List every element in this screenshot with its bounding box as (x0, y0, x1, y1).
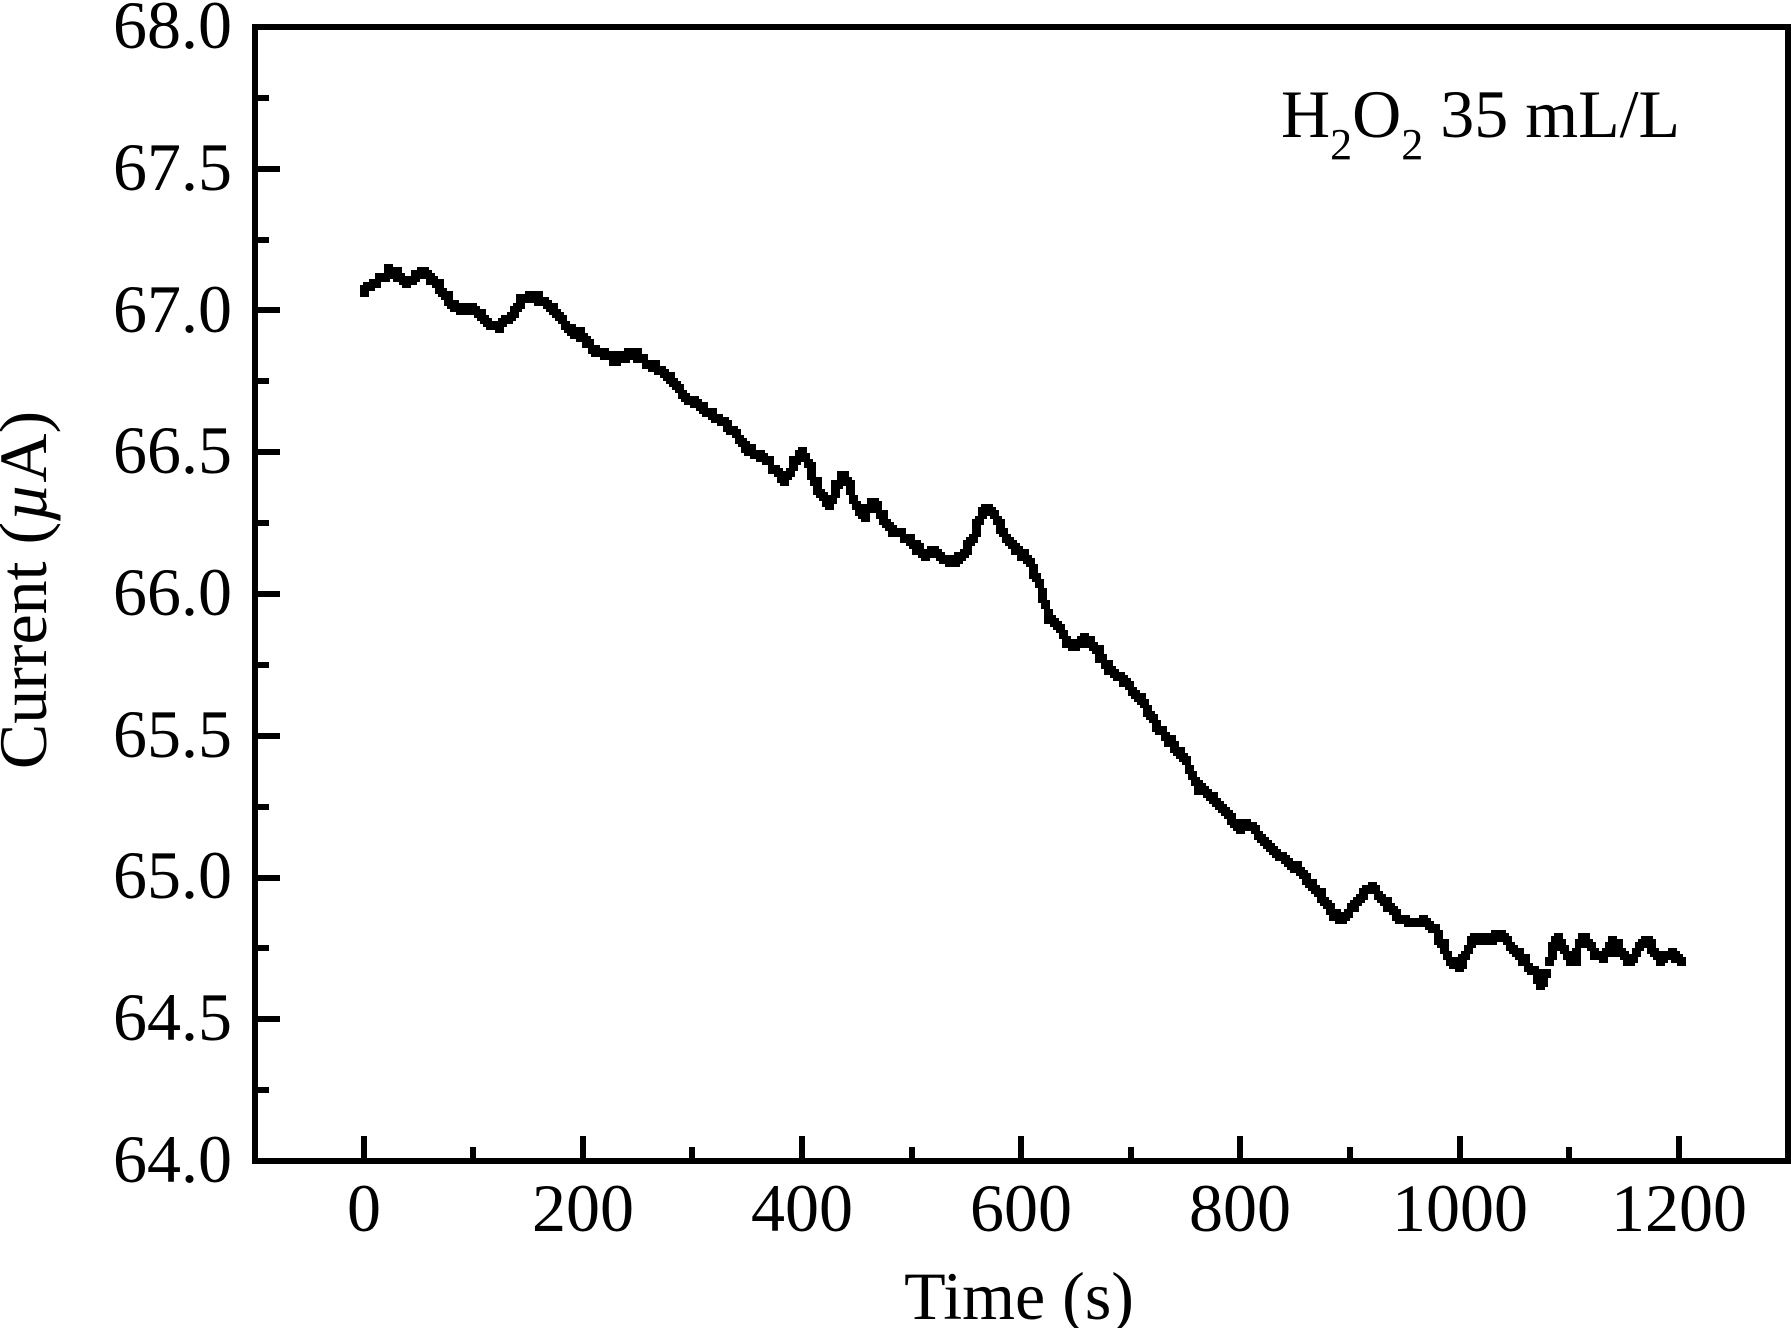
svg-text:0: 0 (347, 1170, 381, 1246)
svg-text:600: 600 (970, 1170, 1072, 1246)
svg-text:800: 800 (1189, 1170, 1291, 1246)
svg-text:64.0: 64.0 (113, 1121, 232, 1197)
svg-text:400: 400 (751, 1170, 853, 1246)
svg-text:66.5: 66.5 (113, 412, 232, 488)
svg-text:67.5: 67.5 (113, 129, 232, 205)
svg-text:1200: 1200 (1611, 1170, 1747, 1246)
svg-text:66.0: 66.0 (113, 554, 232, 630)
svg-text:Current (µA): Current (µA) (0, 411, 61, 769)
svg-text:200: 200 (532, 1170, 634, 1246)
svg-text:64.5: 64.5 (113, 979, 232, 1055)
svg-text:67.0: 67.0 (113, 271, 232, 347)
svg-text:1000: 1000 (1392, 1170, 1528, 1246)
svg-text:65.0: 65.0 (113, 837, 232, 913)
svg-text:65.5: 65.5 (113, 696, 232, 772)
svg-text:Time (s): Time (s) (904, 1258, 1134, 1328)
svg-text:68.0: 68.0 (113, 0, 232, 63)
